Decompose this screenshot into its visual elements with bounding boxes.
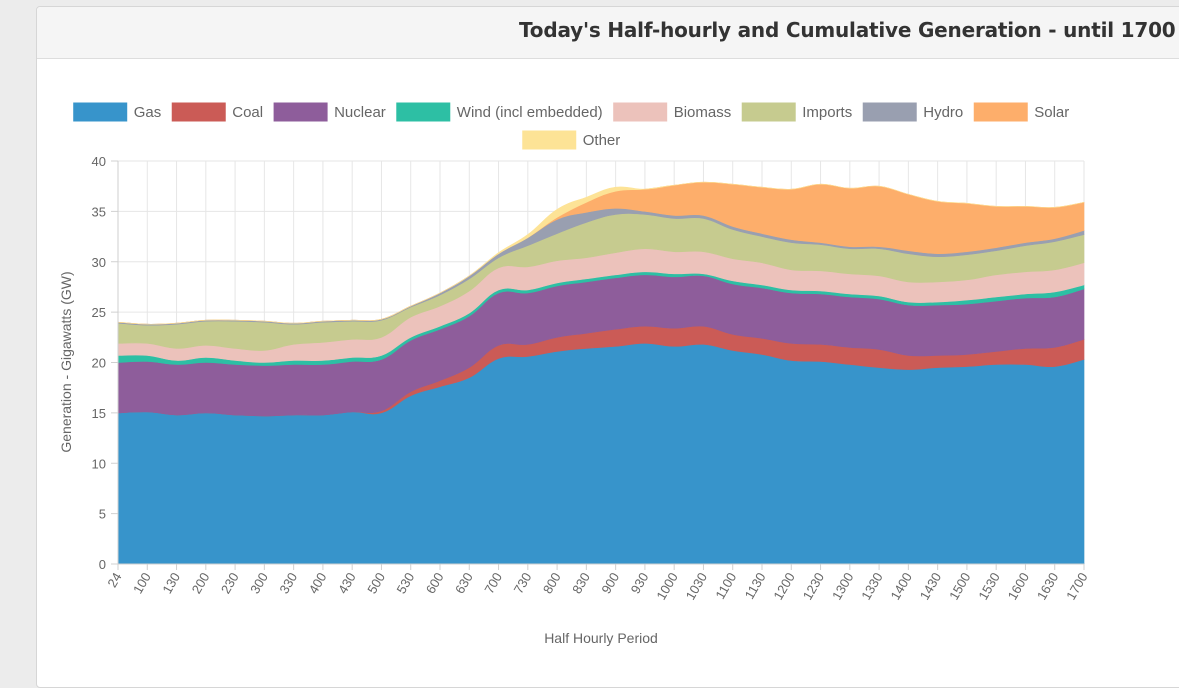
x-tick-label: 300 [247,570,271,596]
y-axis-label: Generation - Gigawatts (GW) [58,271,74,452]
x-tick-label: 1300 [829,570,856,603]
legend-item-nuclear[interactable]: Nuclear [272,101,386,123]
legend-item-gas[interactable]: Gas [72,101,162,123]
x-tick-label: 130 [159,570,183,596]
x-tick-label: 24 [104,570,124,590]
generation-chart: 0 5 10 15 20 25 30 35 40 24 100 130 200 230 300 330 400 4… [58,101,1091,646]
legend-label: Biomass [674,104,732,121]
x-tick-label: 1230 [800,570,827,603]
x-tick-label: 200 [189,570,213,596]
y-tick-label: 20 [92,356,106,371]
x-tick-label: 400 [306,570,330,596]
legend-label: Solar [1034,104,1069,121]
area-series-other [117,181,1085,325]
legend-swatch [272,101,329,123]
legend[interactable]: Gas Coal Nuclear Wind (incl embedded) Biomas… [72,101,1070,151]
legend-swatch [861,101,918,123]
x-tick-label: 900 [598,570,622,596]
legend-label: Other [583,132,621,149]
x-tick-label: 1430 [917,570,944,603]
y-tick-label: 40 [92,154,106,169]
area-layer [117,181,1085,565]
x-tick-label: 1130 [742,570,769,602]
x-tick-label: 730 [511,570,535,596]
x-tick-label: 830 [569,570,593,596]
panel-header: Today's Half-hourly and Cumulative Gener… [37,7,1179,59]
legend-label: Gas [134,104,162,121]
legend-item-hydro[interactable]: Hydro [861,101,963,123]
legend-item-wind-incl-embedded[interactable]: Wind (incl embedded) [395,101,603,123]
legend-swatch [612,101,669,123]
legend-label: Imports [802,104,852,121]
legend-label: Coal [232,104,263,121]
y-tick-label: 10 [92,456,106,471]
legend-swatch [521,129,578,151]
x-tick-label: 800 [540,570,564,596]
y-tick-label: 5 [99,507,106,522]
y-tick-label: 30 [92,255,106,270]
x-tick-label: 630 [452,570,476,596]
legend-swatch [72,101,129,123]
panel-title: Today's Half-hourly and Cumulative Gener… [519,18,1176,42]
legend-label: Hydro [923,104,963,121]
y-tick-label: 0 [99,557,106,572]
x-tick-label: 430 [335,570,359,596]
x-tick-label: 930 [628,570,652,596]
x-tick-label: 1100 [712,570,739,602]
x-tick-label: 500 [364,570,388,596]
x-tick-label: 1400 [888,570,915,603]
x-tick-label: 1530 [975,570,1002,603]
x-tick-label: 1600 [1005,570,1032,603]
legend-item-coal[interactable]: Coal [170,101,263,123]
x-tick-label: 600 [423,570,447,596]
x-tick-label: 1330 [858,570,885,603]
x-tick-label: 700 [481,570,505,596]
legend-item-biomass[interactable]: Biomass [612,101,732,123]
legend-item-imports[interactable]: Imports [740,101,852,123]
y-tick-label: 35 [92,204,106,219]
legend-swatch [170,101,227,123]
x-tick-label: 1700 [1063,570,1090,603]
legend-swatch [395,101,452,123]
x-tick-label: 1000 [653,570,680,603]
legend-label: Wind (incl embedded) [457,104,603,121]
legend-item-solar[interactable]: Solar [972,101,1069,123]
x-tick-label: 100 [130,570,154,596]
y-tick-label: 15 [92,406,106,421]
legend-label: Nuclear [334,104,386,121]
x-axis-label: Half Hourly Period [544,630,658,646]
x-tick-label: 1030 [683,570,710,603]
legend-swatch [740,101,797,123]
legend-item-other[interactable]: Other [521,129,621,151]
x-tick-label: 1200 [770,570,797,603]
legend-swatch [972,101,1029,123]
y-tick-label: 25 [92,305,106,320]
x-tick-label: 330 [276,570,300,596]
x-tick-label: 1500 [946,570,973,603]
x-tick-label: 230 [218,570,242,596]
x-tick-label: 1630 [1034,570,1061,603]
x-tick-label: 530 [393,570,417,596]
